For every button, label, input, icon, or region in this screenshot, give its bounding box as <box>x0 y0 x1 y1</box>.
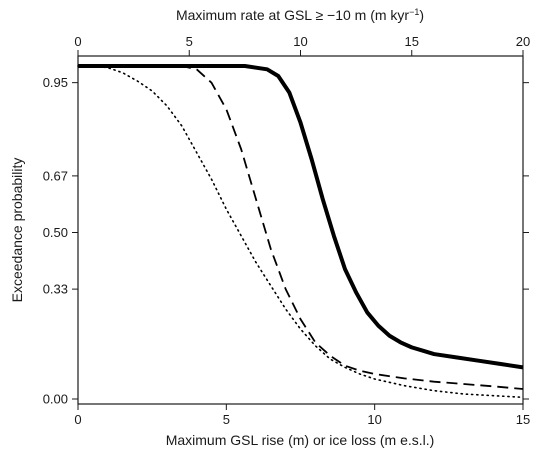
x-top-tick-label: 15 <box>405 34 419 49</box>
x-bottom-tick-label: 10 <box>367 412 381 427</box>
x-axis-top-ticks: 0 5 10 15 20 <box>74 34 530 56</box>
series-layer <box>77 64 524 399</box>
y-left-tick-label: 0.33 <box>43 282 68 297</box>
plot-frame <box>77 55 524 405</box>
y-left-tick-label: 0.67 <box>43 168 68 183</box>
y-axis-title: Exceedance probability <box>9 158 25 303</box>
x-bottom-tick-label: 5 <box>223 412 230 427</box>
x-bottom-tick-label: 15 <box>516 412 530 427</box>
x-bottom-tick-label: 0 <box>74 412 81 427</box>
series-line-dashed <box>78 65 524 390</box>
x-top-tick-label: 10 <box>293 34 307 49</box>
y-left-tick-label: 0.50 <box>43 225 68 240</box>
y-left-tick-label: 0.00 <box>43 392 68 407</box>
x-top-tick-label: 0 <box>74 34 81 49</box>
x-axis-bottom-ticks: 0 5 10 15 <box>74 404 530 427</box>
series-line-dotted <box>77 65 524 399</box>
x-axis-bottom-title: Maximum GSL rise (m) or ice loss (m e.s.… <box>166 432 435 448</box>
x-top-tick-label: 5 <box>186 34 193 49</box>
y-axis-left-ticks: 0.00 0.33 0.50 0.67 0.95 <box>43 75 78 407</box>
y-axis-right-ticks <box>523 82 529 400</box>
series-line-solid <box>78 64 524 370</box>
y-left-tick-label: 0.95 <box>43 75 68 90</box>
x-axis-top-title: Maximum rate at GSL ≥ −10 m (m kyr−1) <box>176 7 424 23</box>
x-top-tick-label: 20 <box>516 34 530 49</box>
